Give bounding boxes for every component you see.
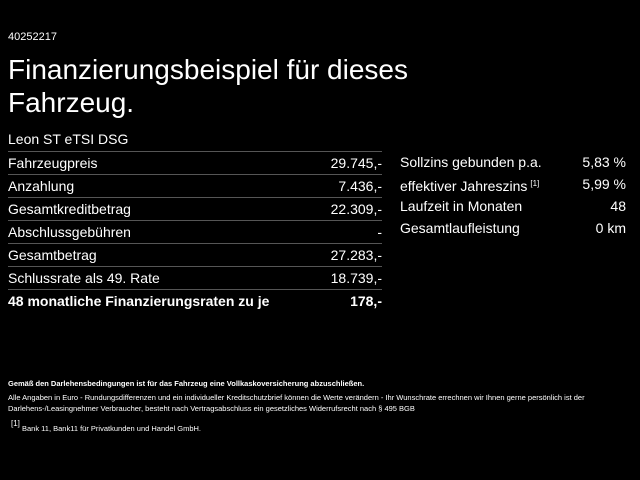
row-label-cell: Gesamtbetrag: [8, 244, 97, 266]
table-row: Laufzeit in Monaten 48: [400, 195, 626, 217]
table-row: Sollzins gebunden p.a. 5,83 %: [400, 151, 626, 173]
row-label: Gesamtbetrag: [8, 247, 97, 263]
row-label: Abschlussgebühren: [8, 224, 131, 240]
row-label-cell: Gesamtkreditbetrag: [8, 198, 131, 220]
footnote: [1] Bank 11, Bank11 für Privatkunden und…: [8, 418, 620, 434]
right-table: Sollzins gebunden p.a. 5,83 % effektiver J…: [400, 151, 626, 239]
table-row: Fahrzeugpreis 29.745,-: [8, 152, 382, 175]
table-row: Gesamtkreditbetrag 22.309,-: [8, 198, 382, 221]
row-label-cell: effektiver Jahreszins [1]: [400, 173, 539, 195]
table-row: Schlussrate als 49. Rate 18.739,-: [8, 267, 382, 290]
row-label-cell: Laufzeit in Monaten: [400, 195, 522, 217]
row-value: 178,-: [350, 293, 382, 309]
row-label-cell: Sollzins gebunden p.a.: [400, 151, 542, 173]
disclaimer: Alle Angaben in Euro - Rundungsdifferenz…: [8, 393, 585, 413]
table-row: effektiver Jahreszins [1] 5,99 %: [400, 173, 626, 195]
row-value: 18.739,-: [330, 270, 382, 286]
row-label-cell: Fahrzeugpreis: [8, 152, 98, 174]
row-label-cell: Anzahlung: [8, 175, 74, 197]
row-value: 5,99 %: [582, 176, 626, 192]
footer: Gemäß den Darlehensbedingungen ist für d…: [8, 378, 620, 434]
row-label: effektiver Jahreszins: [400, 178, 528, 194]
page-id: 40252217: [8, 31, 57, 43]
row-value: 5,83 %: [582, 154, 626, 170]
left-table: Fahrzeugpreis 29.745,- Anzahlung 7.436,- Ges…: [8, 151, 382, 312]
row-label: Gesamtkreditbetrag: [8, 201, 131, 217]
footnote-mark: [1]: [11, 419, 20, 428]
row-value: 0 km: [595, 220, 626, 236]
row-label: Anzahlung: [8, 178, 75, 194]
row-label-cell: Gesamtlaufleistung: [400, 217, 520, 239]
row-label: Sollzins gebunden p.a.: [400, 154, 542, 170]
row-value: 22.309,-: [330, 201, 382, 217]
row-label: Laufzeit in Monaten: [400, 198, 523, 214]
row-value: 27.283,-: [330, 247, 382, 263]
row-label: Schlussrate als 49. Rate: [8, 270, 160, 286]
footnote-text: Bank 11, Bank11 für Privatkunden und Han…: [22, 424, 201, 433]
row-label-cell: Abschlussgebühren: [8, 221, 131, 243]
row-label: 48 monatliche Finanzierungsraten zu je: [8, 293, 270, 309]
table-row: Abschlussgebühren -: [8, 221, 382, 244]
table-row: 48 monatliche Finanzierungsraten zu je 17…: [8, 290, 382, 312]
insurance-note: Gemäß den Darlehensbedingungen ist für d…: [8, 379, 365, 388]
row-value: 7.436,-: [338, 178, 382, 194]
row-label-cell: Schlussrate als 49. Rate: [8, 267, 160, 289]
row-note: [1]: [530, 179, 540, 188]
table-row: Gesamtlaufleistung 0 km: [400, 217, 626, 239]
row-label: Gesamtlaufleistung: [400, 220, 520, 236]
row-value: 29.745,-: [330, 155, 382, 171]
row-label: Fahrzeugpreis: [8, 155, 98, 171]
table-row: Anzahlung 7.436,-: [8, 175, 382, 198]
title: Finanzierungsbeispiel für dieses Fahrzeu…: [8, 54, 408, 118]
row-value: 48: [610, 198, 626, 214]
row-label-cell: 48 monatliche Finanzierungsraten zu je: [8, 290, 269, 312]
row-value: -: [377, 224, 382, 240]
table-row: Gesamtbetrag 27.283,-: [8, 244, 382, 267]
model-name: Leon ST eTSI DSG: [8, 131, 129, 147]
